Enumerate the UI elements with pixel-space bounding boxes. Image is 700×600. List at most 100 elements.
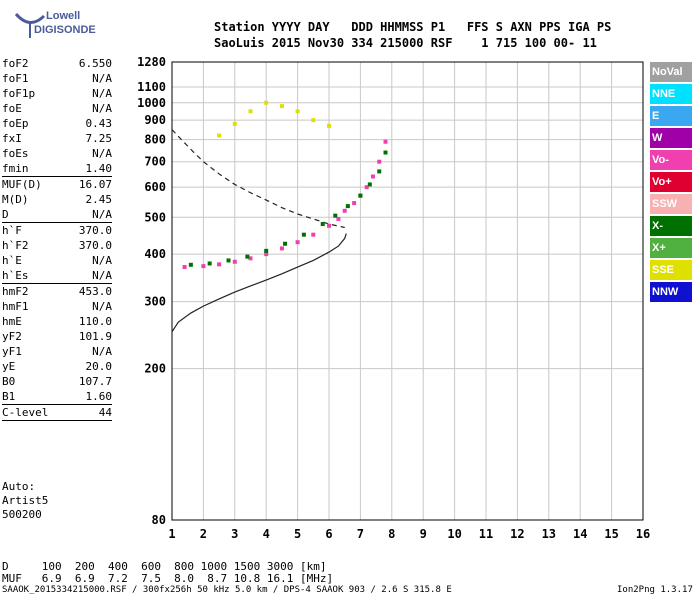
data-point <box>311 232 316 237</box>
x-tick-label: 15 <box>604 527 618 541</box>
param-value: N/A <box>92 254 112 267</box>
param-key: foE <box>2 102 22 115</box>
data-point <box>232 121 237 126</box>
param-row: h`Es N/A <box>2 268 112 284</box>
param-key: foEs <box>2 147 29 160</box>
data-point <box>283 241 288 246</box>
data-point <box>264 248 269 253</box>
plot-frame <box>171 61 644 521</box>
param-row: foE N/A <box>2 101 112 116</box>
y-tick-label: 800 <box>144 133 166 147</box>
data-point <box>188 262 193 267</box>
param-row: hmE 110.0 <box>2 314 112 329</box>
param-key: hmF2 <box>2 285 29 298</box>
data-point <box>226 258 231 263</box>
param-key: M(D) <box>2 193 29 206</box>
param-key: fmin <box>2 162 29 175</box>
param-row: yF2 101.9 <box>2 329 112 344</box>
auto-artist: Artist5 <box>2 494 49 507</box>
y-tick-label: 1000 <box>137 96 166 110</box>
data-point <box>295 240 300 245</box>
x-tick-label: 11 <box>479 527 493 541</box>
x-tick-label: 13 <box>542 527 556 541</box>
param-key: yF2 <box>2 330 22 343</box>
param-value: 370.0 <box>78 224 112 237</box>
data-point <box>377 159 382 164</box>
data-point <box>182 265 187 270</box>
y-tick-label: 900 <box>144 113 166 127</box>
y-tick-label: 700 <box>144 155 166 169</box>
param-row: B1 1.60 <box>2 389 112 405</box>
legend-item: NoVal <box>650 62 692 82</box>
x-tick-label: 2 <box>200 527 207 541</box>
param-value: N/A <box>92 208 112 221</box>
param-value: N/A <box>92 300 112 313</box>
y-tick-label: 1100 <box>137 80 166 94</box>
header-line1: Station YYYY DAY DDD HHMMSS P1 FFS S AXN… <box>214 20 612 34</box>
y-tick-label: 500 <box>144 210 166 224</box>
data-point <box>264 252 269 257</box>
lowell-digisonde-logo: Lowell DIGISONDE <box>10 8 96 48</box>
muf-distance-row: D 100 200 400 600 800 1000 1500 3000 [km… <box>2 560 327 573</box>
param-value: 453.0 <box>78 285 112 298</box>
param-row: D N/A <box>2 207 112 223</box>
param-key: B0 <box>2 375 16 388</box>
data-point <box>295 109 300 114</box>
param-value: N/A <box>92 102 112 115</box>
x-tick-label: 7 <box>357 527 364 541</box>
muf-dashed-line <box>171 129 345 229</box>
auto-info: Auto: Artist5 500200 <box>2 480 48 522</box>
param-row: h`E N/A <box>2 253 112 268</box>
y-tick-label: 600 <box>144 180 166 194</box>
param-value: 1.40 <box>85 162 113 175</box>
data-point <box>364 185 369 190</box>
data-point <box>370 174 375 179</box>
param-key: C-level <box>2 406 49 419</box>
param-key: B1 <box>2 390 16 403</box>
footer-version: Ion2Png 1.3.17 <box>617 585 693 595</box>
data-point <box>217 262 222 267</box>
auto-label: Auto: <box>2 480 36 493</box>
x-tick-label: 6 <box>325 527 332 541</box>
param-key: foF1p <box>2 87 36 100</box>
param-row: fmin 1.40 <box>2 161 112 177</box>
param-key: yF1 <box>2 345 22 358</box>
param-key: foF1 <box>2 72 29 85</box>
data-point <box>207 261 212 266</box>
data-point <box>345 204 350 209</box>
x-tick-label: 16 <box>636 527 650 541</box>
data-point <box>342 208 347 213</box>
data-point <box>264 100 269 105</box>
param-row: foEs N/A <box>2 146 112 161</box>
data-point <box>336 216 341 221</box>
param-value: 7.25 <box>85 132 113 145</box>
data-point <box>352 201 357 206</box>
legend-item: X+ <box>650 238 692 258</box>
scaled-parameters: foF2 6.550 foF1 N/A foF1p N/A foE N/A foEp 0.43 fx… <box>2 56 112 421</box>
data-point <box>301 232 306 237</box>
x-tick-label: 8 <box>388 527 395 541</box>
legend-item: NNE <box>650 84 692 104</box>
param-row: foF2 6.550 <box>2 56 112 71</box>
param-row: foF1 N/A <box>2 71 112 86</box>
param-key: MUF(D) <box>2 178 42 191</box>
data-point <box>358 193 363 198</box>
param-row: yF1 N/A <box>2 344 112 359</box>
legend-item: NNW <box>650 282 692 302</box>
data-point <box>201 264 206 269</box>
param-value: N/A <box>92 87 112 100</box>
param-value: N/A <box>92 269 112 282</box>
param-row: fxI 7.25 <box>2 131 112 146</box>
data-point <box>248 256 253 261</box>
param-key: yE <box>2 360 16 373</box>
param-value: 101.9 <box>78 330 112 343</box>
data-point <box>377 169 382 174</box>
x-tick-label: 3 <box>231 527 238 541</box>
param-row: M(D) 2.45 <box>2 192 112 207</box>
param-value: 107.7 <box>78 375 112 388</box>
y-tick-label: 1280 <box>137 55 166 69</box>
param-key: h`Es <box>2 269 29 282</box>
param-key: hmF1 <box>2 300 29 313</box>
param-value: 16.07 <box>78 178 112 191</box>
